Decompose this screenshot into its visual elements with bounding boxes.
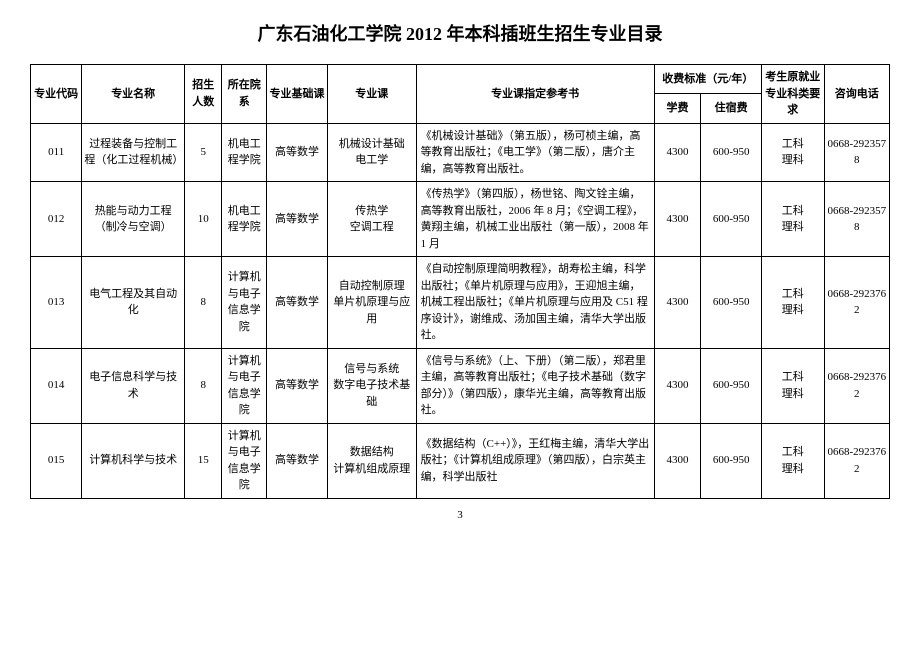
cell-code: 014 xyxy=(31,348,82,423)
th-tel: 咨询电话 xyxy=(824,65,889,124)
cell-basic: 高等数学 xyxy=(267,423,328,498)
cell-basic: 高等数学 xyxy=(267,182,328,257)
table-body: 011过程装备与控制工程（化工过程机械）5机电工程学院高等数学机械设计基础电工学… xyxy=(31,123,890,498)
th-name: 专业名称 xyxy=(82,65,185,124)
cell-name: 电子信息科学与技术 xyxy=(82,348,185,423)
cell-tel: 0668-2923762 xyxy=(824,257,889,349)
th-num: 招生人数 xyxy=(185,65,222,124)
table-row: 013电气工程及其自动化8计算机与电子信息学院高等数学自动控制原理单片机原理与应… xyxy=(31,257,890,349)
cell-ref: 《自动控制原理简明教程》，胡寿松主编，科学出版社；《单片机原理与应用》，王迎旭主… xyxy=(416,257,654,349)
cell-req: 工科理科 xyxy=(762,423,825,498)
cell-code: 013 xyxy=(31,257,82,349)
cell-ref: 《信号与系统》（上、下册）（第二版），郑君里主编，高等教育出版社；《电子技术基础… xyxy=(416,348,654,423)
cell-req: 工科理科 xyxy=(762,257,825,349)
cell-ref: 《数据结构（C++）》，王红梅主编，清华大学出版社；《计算机组成原理》（第四版）… xyxy=(416,423,654,498)
th-fee1: 学费 xyxy=(654,94,701,123)
cell-name: 电气工程及其自动化 xyxy=(82,257,185,349)
cell-name: 过程装备与控制工程（化工过程机械） xyxy=(82,123,185,182)
cell-course: 数据结构计算机组成原理 xyxy=(327,423,416,498)
table-row: 015计算机科学与技术15计算机与电子信息学院高等数学数据结构计算机组成原理《数… xyxy=(31,423,890,498)
cell-course: 机械设计基础电工学 xyxy=(327,123,416,182)
th-dept: 所在院系 xyxy=(222,65,267,124)
cell-basic: 高等数学 xyxy=(267,257,328,349)
cell-code: 012 xyxy=(31,182,82,257)
cell-course: 信号与系统数字电子技术基础 xyxy=(327,348,416,423)
cell-fee2: 600-950 xyxy=(701,123,762,182)
cell-num: 8 xyxy=(185,348,222,423)
cell-code: 011 xyxy=(31,123,82,182)
table-row: 014电子信息科学与技术8计算机与电子信息学院高等数学信号与系统数字电子技术基础… xyxy=(31,348,890,423)
cell-dept: 计算机与电子信息学院 xyxy=(222,423,267,498)
cell-basic: 高等数学 xyxy=(267,348,328,423)
table-row: 011过程装备与控制工程（化工过程机械）5机电工程学院高等数学机械设计基础电工学… xyxy=(31,123,890,182)
cell-req: 工科理科 xyxy=(762,348,825,423)
cell-name: 计算机科学与技术 xyxy=(82,423,185,498)
th-fee2: 住宿费 xyxy=(701,94,762,123)
cell-fee1: 4300 xyxy=(654,123,701,182)
cell-tel: 0668-2923762 xyxy=(824,423,889,498)
cell-fee1: 4300 xyxy=(654,182,701,257)
cell-num: 10 xyxy=(185,182,222,257)
cell-dept: 机电工程学院 xyxy=(222,123,267,182)
th-code: 专业代码 xyxy=(31,65,82,124)
th-course: 专业课 xyxy=(327,65,416,124)
cell-course: 传热学空调工程 xyxy=(327,182,416,257)
cell-ref: 《传热学》（第四版），杨世铭、陶文铨主编，高等教育出版社，2006 年 8 月；… xyxy=(416,182,654,257)
table-row: 012热能与动力工程（制冷与空调）10机电工程学院高等数学传热学空调工程《传热学… xyxy=(31,182,890,257)
cell-name: 热能与动力工程（制冷与空调） xyxy=(82,182,185,257)
cell-req: 工科理科 xyxy=(762,123,825,182)
table-header: 专业代码 专业名称 招生人数 所在院系 专业基础课 专业课 专业课指定参考书 收… xyxy=(31,65,890,124)
cell-ref: 《机械设计基础》（第五版），杨可桢主编，高等教育出版社；《电工学》（第二版），唐… xyxy=(416,123,654,182)
cell-num: 15 xyxy=(185,423,222,498)
cell-tel: 0668-2923762 xyxy=(824,348,889,423)
cell-basic: 高等数学 xyxy=(267,123,328,182)
cell-tel: 0668-2923578 xyxy=(824,123,889,182)
cell-dept: 计算机与电子信息学院 xyxy=(222,348,267,423)
cell-fee1: 4300 xyxy=(654,423,701,498)
th-basic: 专业基础课 xyxy=(267,65,328,124)
page-number: 3 xyxy=(30,509,890,521)
cell-fee2: 600-950 xyxy=(701,348,762,423)
cell-num: 8 xyxy=(185,257,222,349)
th-ref: 专业课指定参考书 xyxy=(416,65,654,124)
th-fee-group: 收费标准（元/年） xyxy=(654,65,761,94)
cell-fee2: 600-950 xyxy=(701,182,762,257)
cell-dept: 机电工程学院 xyxy=(222,182,267,257)
cell-code: 015 xyxy=(31,423,82,498)
th-req: 考生原就业专业科类要求 xyxy=(762,65,825,124)
cell-fee2: 600-950 xyxy=(701,257,762,349)
cell-req: 工科理科 xyxy=(762,182,825,257)
cell-fee1: 4300 xyxy=(654,348,701,423)
catalog-table: 专业代码 专业名称 招生人数 所在院系 专业基础课 专业课 专业课指定参考书 收… xyxy=(30,64,890,499)
cell-num: 5 xyxy=(185,123,222,182)
cell-course: 自动控制原理单片机原理与应用 xyxy=(327,257,416,349)
cell-fee2: 600-950 xyxy=(701,423,762,498)
page-title: 广东石油化工学院 2012 年本科插班生招生专业目录 xyxy=(30,20,890,46)
cell-tel: 0668-2923578 xyxy=(824,182,889,257)
cell-dept: 计算机与电子信息学院 xyxy=(222,257,267,349)
cell-fee1: 4300 xyxy=(654,257,701,349)
